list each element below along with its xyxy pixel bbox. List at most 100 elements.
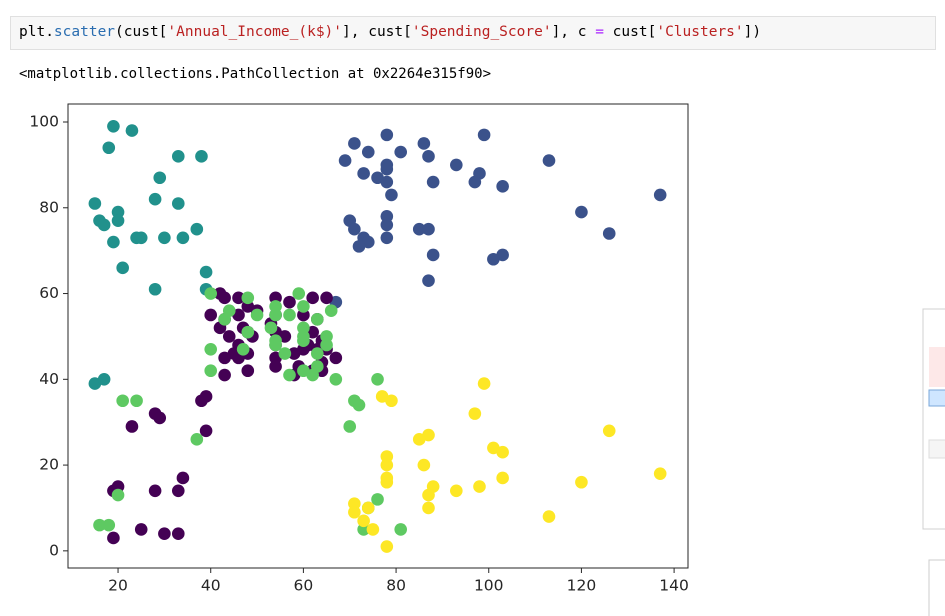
point	[107, 119, 120, 133]
plot-frame	[67, 103, 689, 569]
point	[97, 373, 111, 386]
point	[412, 222, 426, 236]
point	[394, 145, 408, 159]
point	[125, 420, 139, 433]
point	[199, 424, 213, 438]
point	[218, 291, 231, 305]
point	[380, 162, 394, 176]
point	[320, 291, 333, 305]
point	[222, 330, 236, 343]
point	[426, 175, 440, 189]
point	[93, 518, 106, 532]
point	[190, 222, 204, 236]
point	[241, 325, 255, 339]
point	[292, 287, 306, 300]
point	[250, 308, 264, 322]
point	[361, 501, 375, 515]
point	[176, 231, 190, 245]
point	[199, 265, 213, 279]
point	[496, 445, 509, 459]
code-cell[interactable]: plt.scatter(cust['Annual_Income_(k$)'], …	[10, 16, 936, 50]
x-tick-label: 120	[567, 577, 597, 595]
point	[394, 523, 408, 536]
point	[190, 433, 204, 446]
point	[278, 347, 292, 360]
code-token: 'Clusters'	[656, 24, 744, 40]
point	[496, 180, 509, 193]
point	[116, 261, 129, 275]
side-panel-2	[928, 559, 945, 616]
point	[283, 368, 296, 382]
point	[236, 342, 250, 356]
point	[199, 390, 213, 403]
point	[380, 540, 394, 553]
point	[111, 488, 125, 502]
point	[204, 364, 218, 378]
code-token: (cust[	[115, 24, 168, 40]
point	[148, 282, 162, 296]
x-tick-label: 60	[294, 577, 314, 595]
side-highlight	[928, 389, 945, 407]
side-error	[929, 347, 945, 387]
point	[542, 154, 556, 167]
point	[422, 150, 435, 163]
point	[195, 150, 208, 163]
point	[348, 394, 361, 408]
point	[241, 364, 255, 378]
point	[338, 154, 352, 167]
point	[380, 231, 394, 245]
point	[297, 334, 310, 348]
x-tick-label: 20	[108, 577, 128, 595]
point	[426, 248, 440, 262]
point	[171, 527, 185, 540]
point	[352, 240, 366, 253]
point	[241, 291, 255, 305]
y-tick-label: 60	[39, 284, 59, 302]
code-line: plt.scatter(cust['Annual_Income_(k$)'], …	[19, 24, 761, 40]
point	[306, 291, 319, 305]
point	[306, 368, 319, 382]
point	[320, 338, 333, 352]
point	[380, 128, 394, 142]
point	[477, 377, 491, 390]
point	[134, 523, 148, 536]
y-tick-label: 40	[39, 370, 59, 388]
point	[653, 467, 667, 480]
point	[450, 484, 463, 498]
y-tick-label: 20	[39, 456, 59, 474]
point	[218, 368, 231, 382]
point	[158, 231, 171, 245]
point	[422, 501, 435, 515]
point	[450, 158, 463, 172]
point	[88, 197, 102, 210]
point	[324, 304, 338, 317]
point	[412, 433, 426, 446]
point	[348, 505, 361, 519]
point	[361, 145, 375, 159]
point	[366, 523, 380, 536]
side-panel	[922, 308, 945, 530]
point	[116, 394, 129, 408]
code-token: ])	[743, 24, 762, 40]
y-tick-label: 80	[39, 198, 59, 216]
point	[602, 227, 616, 240]
point	[329, 351, 343, 365]
point	[158, 527, 171, 540]
code-token: =	[595, 24, 604, 40]
point	[602, 424, 616, 438]
point	[385, 394, 398, 408]
code-token: cust[	[603, 24, 657, 40]
code-token: ], c	[551, 24, 596, 40]
point	[107, 531, 120, 545]
point	[171, 150, 185, 163]
point	[153, 411, 167, 425]
point	[542, 510, 556, 523]
point	[468, 175, 482, 189]
point	[422, 222, 435, 236]
point	[422, 274, 435, 287]
x-tick-label: 140	[659, 577, 689, 595]
point	[218, 351, 231, 365]
point	[283, 295, 296, 309]
